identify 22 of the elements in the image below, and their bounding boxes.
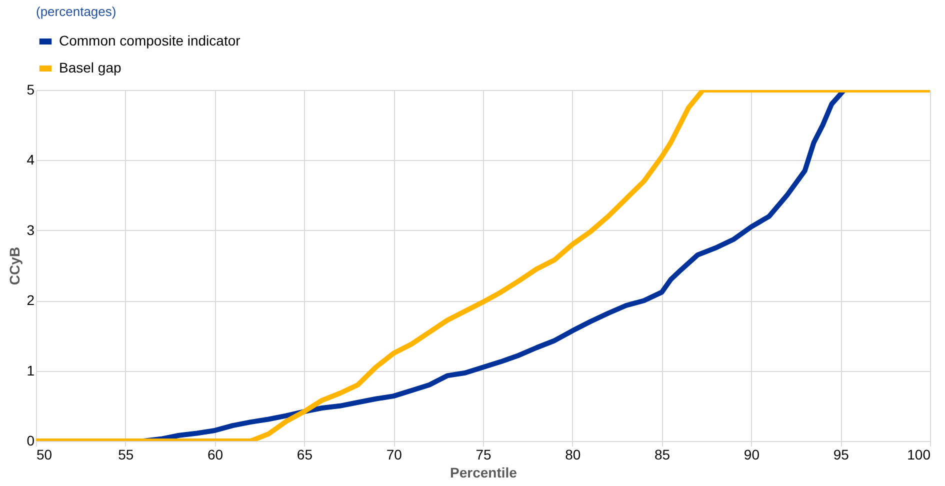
x-axis-title: Percentile bbox=[450, 464, 518, 480]
y-tick-label: 1 bbox=[26, 362, 35, 378]
x-tick-label: 50 bbox=[36, 446, 52, 462]
legend-label: Basel gap bbox=[59, 60, 122, 76]
x-tick-label: 100 bbox=[907, 446, 931, 462]
x-tick-label: 80 bbox=[565, 446, 581, 462]
x-tick-label: 70 bbox=[386, 446, 402, 462]
chart-title: (percentages) bbox=[36, 4, 116, 19]
y-tick-label: 2 bbox=[26, 292, 35, 308]
x-tick-label: 60 bbox=[208, 446, 224, 462]
y-tick-label: 3 bbox=[26, 222, 35, 238]
x-tick-label: 55 bbox=[118, 446, 134, 462]
x-tick-label: 95 bbox=[833, 446, 850, 462]
x-tick-label: 65 bbox=[296, 446, 313, 462]
y-tick-label: 4 bbox=[26, 152, 35, 168]
x-tick-label: 90 bbox=[744, 446, 760, 462]
y-axis-title: CCyB bbox=[6, 246, 23, 286]
x-tick-label: 85 bbox=[654, 446, 670, 462]
legend-label: Common composite indicator bbox=[59, 32, 241, 48]
y-tick-label: 5 bbox=[26, 82, 35, 98]
y-tick-label: 0 bbox=[26, 432, 35, 448]
x-tick-label: 75 bbox=[476, 446, 492, 462]
